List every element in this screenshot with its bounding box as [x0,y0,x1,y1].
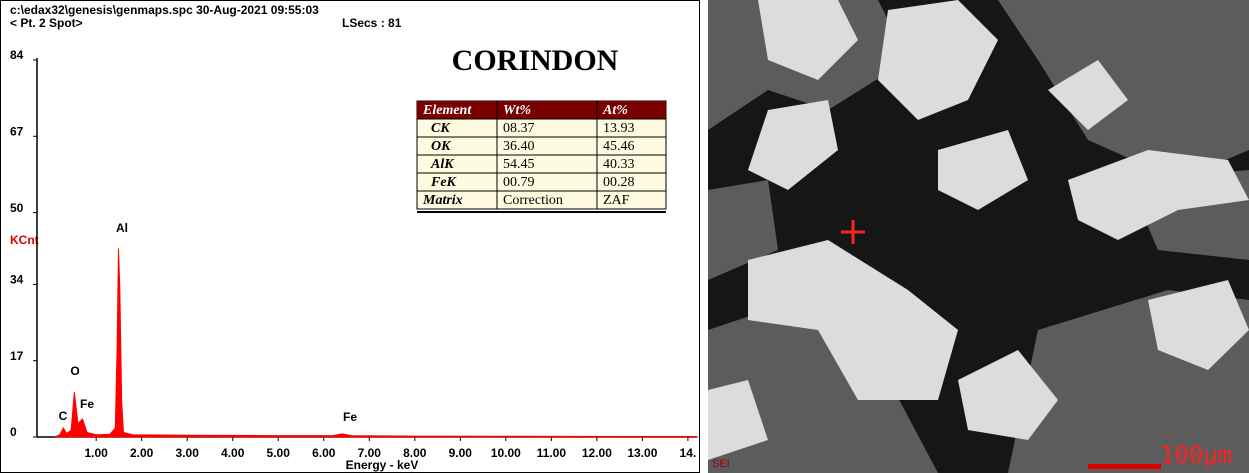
x-tick-label: 9.00 [449,446,473,460]
scale-label: 100µm [1160,441,1232,469]
peak-label: Fe [343,410,357,424]
peak-label: Fe [80,397,94,411]
table-header: Element [422,103,472,118]
spot-info: < Pt. 2 Spot> [10,16,83,30]
sem-image: 100µm SEI [708,0,1249,473]
x-tick-label: 13.00 [627,446,657,460]
spectrum [54,248,698,438]
table-cell: CK [431,121,451,136]
results-table: Element Wt% At% CK 08.37 13.93 OK 36.40 45.46 AlK… [416,100,667,213]
y-tick-label: 67 [10,124,24,138]
table-cell: 40.33 [603,157,635,172]
table-header-bg [417,101,666,119]
y-tick-label: 84 [10,48,24,62]
scale-bar [1088,464,1161,469]
y-tick-label: 0 [10,425,17,439]
table-cell: 54.45 [503,157,535,172]
table-cell: Correction [503,193,563,208]
x-tick-label: 6.00 [312,446,336,460]
peak-label: Al [116,221,128,235]
table-cell: 00.28 [603,175,635,190]
table-header: Wt% [503,103,531,118]
y-tick-label: 17 [10,349,24,363]
x-tick-label: 1.00 [84,446,108,460]
table-cell: AlK [430,157,455,172]
y-tick-label: 50 [10,201,24,215]
x-tick-label: 5.00 [267,446,291,460]
x-tick-label: 14. [680,446,697,460]
y-axis-label: KCnt [10,233,39,247]
spectrum-panel: c:\edax32\genesis\genmaps.spc 30-Aug-202… [0,0,700,473]
detector-label: SEI [712,458,730,470]
table-cell: 36.40 [503,139,535,154]
x-tick-label: 3.00 [176,446,200,460]
table-cell: ZAF [603,193,630,208]
x-tick-label: 2.00 [130,446,154,460]
x-tick-label: 7.00 [358,446,382,460]
file-info: c:\edax32\genesis\genmaps.spc 30-Aug-202… [10,3,319,17]
x-tick-label: 4.00 [221,446,245,460]
table-cell: Matrix [422,193,463,208]
table-cell: 13.93 [603,121,635,136]
peak-label: O [70,364,79,378]
x-tick-label: 12.00 [582,446,612,460]
x-tick-label: 8.00 [403,446,427,460]
x-tick-label: 11.00 [537,446,567,460]
lsecs-info: LSecs : 81 [342,16,402,30]
table-cell: 08.37 [503,121,535,136]
x-axis-label: Energy - keV [346,458,419,472]
table-cell: FeK [430,175,458,190]
table-cell: OK [431,139,452,154]
table-cell: 45.46 [603,139,635,154]
bright-phase [708,0,1249,460]
table-header: At% [602,103,628,118]
chart-title: CORINDON [452,44,619,77]
x-tick-label: 10.00 [491,446,521,460]
table-cell: 00.79 [503,175,535,190]
y-tick-label: 34 [10,273,24,287]
peak-label: C [59,409,68,423]
